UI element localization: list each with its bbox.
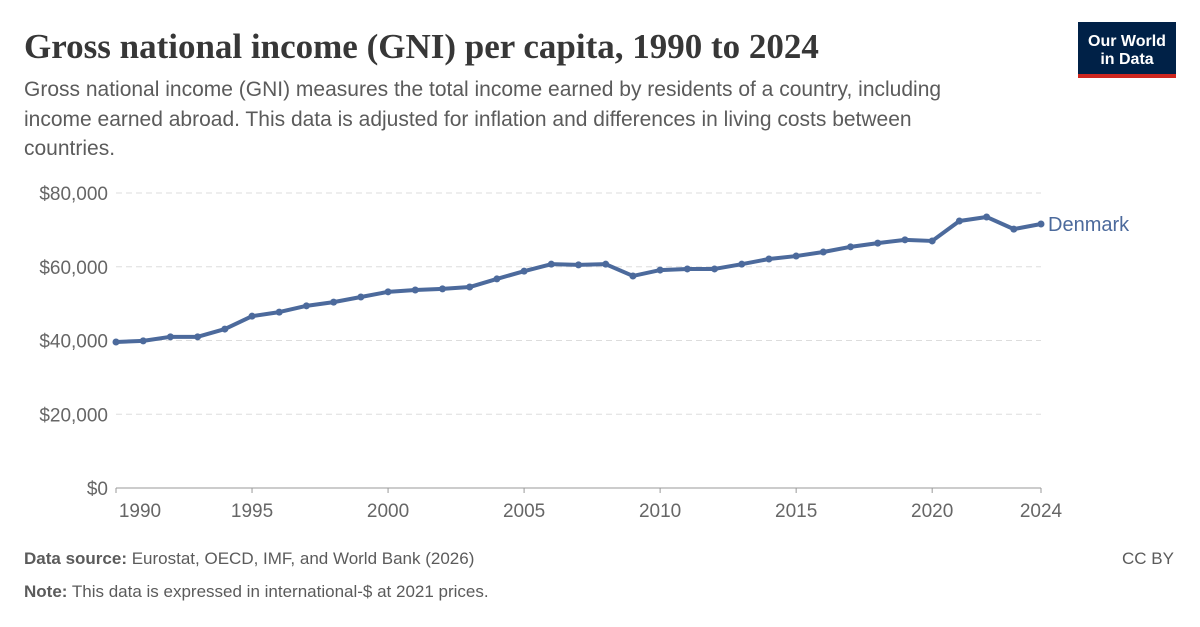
point bbox=[683, 265, 691, 273]
point bbox=[928, 237, 936, 245]
point bbox=[819, 248, 827, 256]
source-label: Data source: bbox=[24, 549, 127, 568]
note-text: This data is expressed in international-… bbox=[72, 582, 489, 601]
source: Data source: Eurostat, OECD, IMF, and Wo… bbox=[24, 549, 474, 568]
point bbox=[411, 286, 419, 294]
x-tick-label: 2010 bbox=[639, 501, 681, 522]
point bbox=[248, 312, 256, 320]
logo-box bbox=[1078, 22, 1176, 77]
x-tick-label: 2000 bbox=[367, 501, 409, 522]
y-tick-label: $40,000 bbox=[39, 332, 108, 353]
point bbox=[221, 325, 229, 333]
x-tick-label: 2005 bbox=[503, 501, 545, 522]
point bbox=[520, 267, 528, 275]
point bbox=[629, 272, 637, 280]
subtitle: income earned abroad. This data is adjus… bbox=[24, 108, 912, 131]
point bbox=[1037, 220, 1045, 228]
point bbox=[1010, 225, 1018, 233]
line bbox=[115, 214, 1042, 344]
point bbox=[602, 260, 610, 268]
license: CC BY bbox=[1122, 549, 1174, 568]
point bbox=[874, 239, 882, 247]
point bbox=[438, 285, 446, 293]
point bbox=[792, 252, 800, 260]
point bbox=[466, 283, 474, 291]
point bbox=[575, 261, 582, 269]
logo-text: Our World bbox=[1088, 33, 1166, 50]
point bbox=[983, 213, 991, 221]
logo-bar bbox=[1078, 74, 1176, 78]
point bbox=[384, 288, 392, 296]
y-tick-label: $80,000 bbox=[39, 184, 108, 205]
point bbox=[194, 333, 202, 341]
x-tick-label: 1995 bbox=[231, 501, 273, 522]
subtitle: countries. bbox=[24, 137, 115, 160]
y-tick-label: $60,000 bbox=[39, 258, 108, 279]
note: Note: This data is expressed in internat… bbox=[24, 582, 489, 601]
point bbox=[901, 236, 909, 244]
logo-text: in Data bbox=[1100, 51, 1153, 68]
y-tick-label: $0 bbox=[87, 479, 108, 500]
point bbox=[357, 293, 365, 301]
point bbox=[112, 338, 120, 346]
source-text: Eurostat, OECD, IMF, and World Bank (202… bbox=[132, 549, 475, 568]
point bbox=[955, 217, 963, 225]
x-tick-label: 2020 bbox=[911, 501, 953, 522]
point bbox=[547, 260, 555, 268]
note-label: Note: bbox=[24, 582, 67, 601]
y-tick-label: $20,000 bbox=[39, 405, 108, 426]
x-tick-label: 2024 bbox=[1020, 501, 1063, 522]
series-label: Denmark bbox=[1048, 214, 1130, 236]
point bbox=[847, 243, 855, 251]
point bbox=[275, 308, 283, 316]
point bbox=[493, 275, 501, 283]
point bbox=[330, 298, 338, 306]
point bbox=[711, 265, 719, 273]
x-tick-label: 2015 bbox=[775, 501, 817, 522]
point bbox=[738, 260, 746, 268]
x-tick-label: 1990 bbox=[119, 501, 161, 522]
point bbox=[139, 337, 147, 345]
subtitle: Gross national income (GNI) measures the… bbox=[24, 78, 941, 101]
point bbox=[166, 333, 174, 341]
point bbox=[765, 255, 773, 263]
chart-title: Gross national income (GNI) per capita, … bbox=[24, 27, 819, 66]
point bbox=[656, 266, 664, 274]
point bbox=[302, 302, 310, 310]
